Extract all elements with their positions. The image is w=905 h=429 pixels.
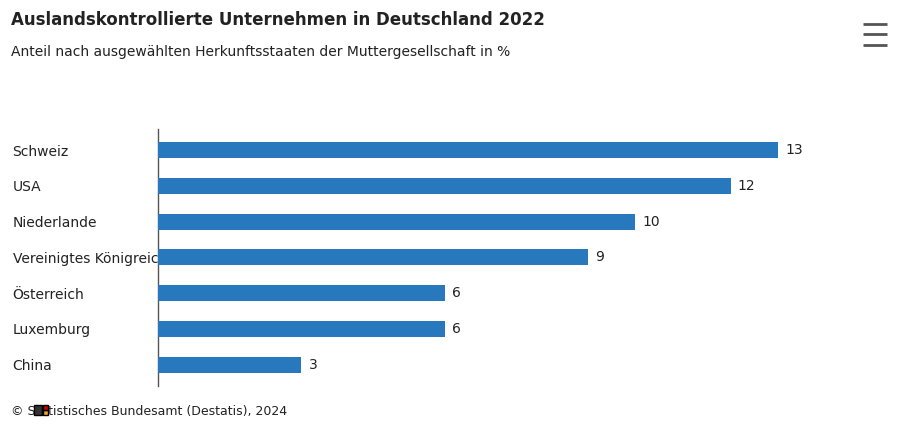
Bar: [158, 285, 444, 301]
Text: 12: 12: [738, 179, 756, 193]
Bar: [158, 249, 587, 266]
Bar: [158, 356, 301, 373]
Text: 9: 9: [595, 251, 604, 264]
Bar: [158, 214, 635, 230]
Text: 6: 6: [452, 322, 461, 336]
Bar: [158, 321, 444, 337]
Text: Auslandskontrollierte Unternehmen in Deutschland 2022: Auslandskontrollierte Unternehmen in Deu…: [11, 11, 545, 29]
Text: Anteil nach ausgewählten Herkunftsstaaten der Muttergesellschaft in %: Anteil nach ausgewählten Herkunftsstaate…: [11, 45, 510, 59]
Bar: [158, 178, 730, 194]
Text: 6: 6: [452, 286, 461, 300]
Bar: [158, 142, 778, 158]
Text: 3: 3: [309, 358, 318, 372]
Text: 10: 10: [643, 214, 660, 229]
Text: 13: 13: [786, 143, 804, 157]
Text: © Statistisches Bundesamt (Destatis), 2024: © Statistisches Bundesamt (Destatis), 20…: [11, 405, 287, 418]
